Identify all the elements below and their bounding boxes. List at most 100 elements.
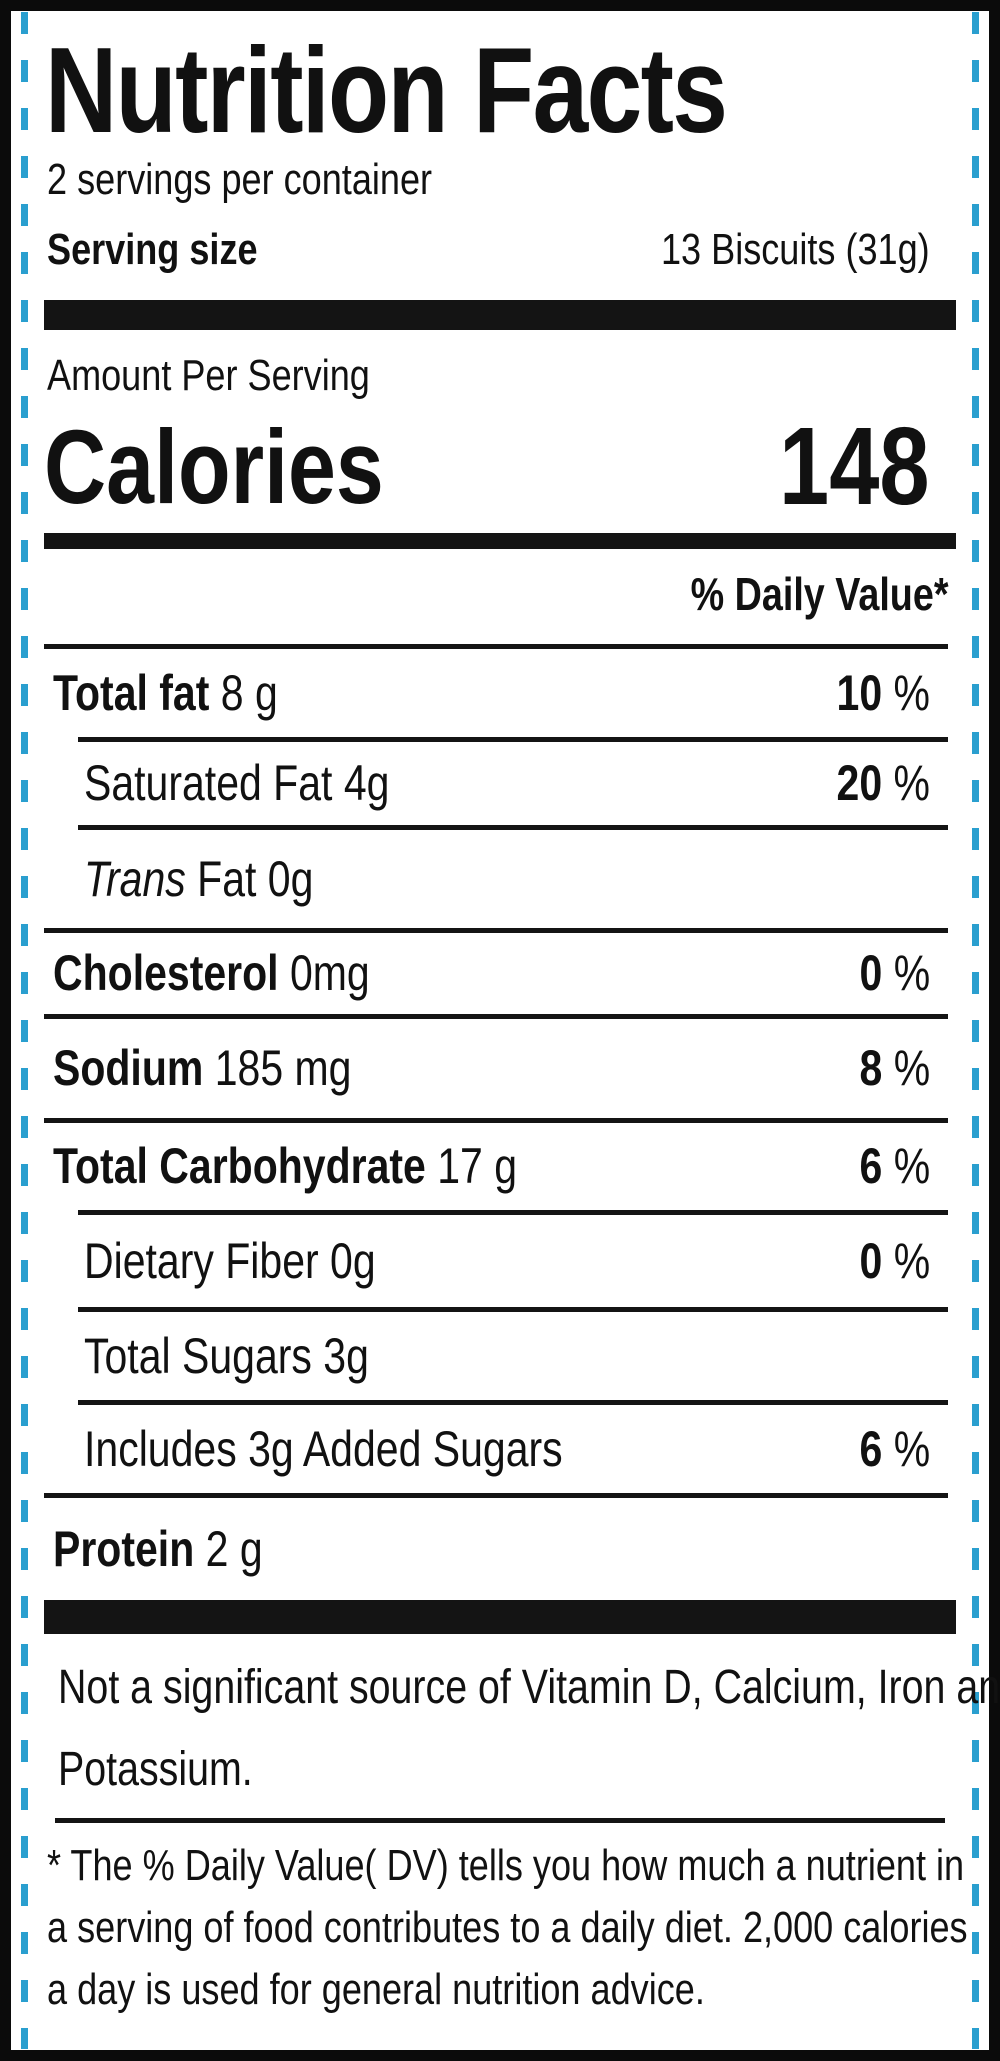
- servings-per-container: 2 servings per container: [47, 152, 517, 208]
- nutrient-row-rule: [44, 1493, 948, 1498]
- disclaimer-line-3: a day is used for general nutrition advi…: [47, 1960, 849, 2020]
- nutrient-pct-unit: %: [882, 1233, 930, 1289]
- nutrient-name-text: Dietary Fiber 0g: [84, 1233, 376, 1289]
- nutrient-name: Includes 3g Added Sugars: [84, 1419, 563, 1479]
- nutrient-amount: 17 g: [425, 1138, 518, 1194]
- nutrient-daily-value: 6 %: [844, 1419, 930, 1479]
- nutrient-amount: 2 g: [194, 1521, 263, 1577]
- footnote-line-1: Not a significant source of Vitamin D, C…: [58, 1656, 1000, 1720]
- nutrient-row-rule: [44, 644, 948, 649]
- nutrient-amount: 185 mg: [203, 1040, 352, 1096]
- disclaimer-line-1: * The % Daily Value( DV) tells you how m…: [47, 1836, 1000, 1896]
- nutrient-row-rule: [78, 1400, 948, 1405]
- nutrient-name-text: Total Carbohydrate: [53, 1138, 426, 1194]
- nutrient-row-rule: [44, 1014, 948, 1019]
- nutrient-row-label: Includes 3g Added Sugars: [84, 1419, 668, 1479]
- nutrient-name-text: Cholesterol: [53, 945, 279, 1001]
- nutrient-pct-unit: %: [882, 665, 930, 721]
- nutrient-name: Sodium 185 mg: [53, 1038, 351, 1098]
- nutrient-daily-value-text: 8 %: [859, 1038, 930, 1098]
- nutrient-amount: Fat 0g: [185, 851, 314, 907]
- nutrient-daily-value: 10 %: [816, 663, 930, 723]
- serving-size-value: 13 Biscuits (31g): [602, 222, 930, 278]
- serving-size-label-text: Serving size: [47, 225, 258, 274]
- nutrient-pct-number: 0: [859, 945, 883, 1001]
- label-title-text: Nutrition Facts: [45, 22, 728, 158]
- nutrient-row-label: Total Sugars 3g: [84, 1326, 431, 1386]
- right-dashed-border: [972, 12, 979, 2049]
- nutrient-row-rule: [78, 1307, 948, 1312]
- nutrient-daily-value: 0 %: [844, 1231, 930, 1291]
- nutrient-row-rule: [44, 928, 948, 933]
- nutrient-daily-value: 8 %: [844, 1038, 930, 1098]
- nutrient-name-text: Protein: [53, 1521, 195, 1577]
- calories-label: Calories: [44, 408, 458, 528]
- nutrient-daily-value-text: 0 %: [859, 943, 930, 1003]
- serving-size-label: Serving size: [47, 222, 304, 278]
- nutrient-row-rule: [78, 1210, 948, 1215]
- thick-divider-bottom: [44, 1600, 956, 1634]
- nutrient-name-text: Saturated Fat 4g: [84, 755, 390, 811]
- nutrient-pct-unit: %: [882, 1421, 930, 1477]
- nutrient-row-label: Sodium 185 mg: [53, 1038, 417, 1098]
- nutrient-amount: 0mg: [278, 945, 370, 1001]
- disclaimer-line-1-text: * The % Daily Value( DV) tells you how m…: [47, 1841, 965, 1890]
- left-dashed-border: [21, 12, 28, 2049]
- nutrient-row-rule: [78, 737, 948, 742]
- nutrient-name: Dietary Fiber 0g: [84, 1231, 376, 1291]
- nutrient-pct-number: 8: [859, 1040, 883, 1096]
- servings-per-container-text: 2 servings per container: [47, 155, 433, 204]
- nutrient-pct-number: 6: [859, 1421, 883, 1477]
- daily-value-header-text: % Daily Value*: [690, 568, 948, 620]
- nutrient-name-text: Trans: [84, 851, 186, 907]
- nutrient-row-rule: [78, 825, 948, 830]
- calories-value-text: 148: [779, 405, 930, 528]
- footnote-divider: [55, 1818, 945, 1823]
- medium-divider: [44, 533, 956, 549]
- nutrient-row-label: Cholesterol 0mg: [53, 943, 439, 1003]
- nutrient-name: Total Carbohydrate 17 g: [53, 1136, 517, 1196]
- nutrient-daily-value-text: 6 %: [859, 1419, 930, 1479]
- nutrient-daily-value-text: 6 %: [859, 1136, 930, 1196]
- nutrient-row-label: Trans Fat 0g: [84, 849, 364, 909]
- nutrient-pct-number: 20: [836, 755, 883, 811]
- nutrient-name-text: Sodium: [53, 1040, 204, 1096]
- calories-value: 148: [746, 405, 930, 529]
- nutrient-name: Protein 2 g: [53, 1519, 263, 1579]
- disclaimer-line-2: a serving of food contributes to a daily…: [47, 1898, 1000, 1958]
- amount-per-serving-text: Amount Per Serving: [47, 351, 370, 400]
- nutrient-name: Cholesterol 0mg: [53, 943, 370, 1003]
- nutrient-name: Trans Fat 0g: [84, 849, 313, 909]
- nutrient-row-label: Total fat 8 g: [53, 663, 327, 723]
- nutrient-name: Saturated Fat 4g: [84, 753, 389, 813]
- nutrient-name: Total Sugars 3g: [84, 1326, 369, 1386]
- nutrient-name: Total fat 8 g: [53, 663, 278, 723]
- nutrient-pct-number: 10: [836, 665, 883, 721]
- nutrient-row-label: Saturated Fat 4g: [84, 753, 456, 813]
- nutrient-daily-value: 0 %: [844, 943, 930, 1003]
- nutrient-daily-value: 6 %: [844, 1136, 930, 1196]
- label-title: Nutrition Facts: [45, 20, 876, 160]
- nutrient-row-label: Protein 2 g: [53, 1519, 309, 1579]
- nutrient-daily-value: 20 %: [816, 753, 930, 813]
- nutrient-pct-unit: %: [882, 755, 930, 811]
- nutrient-pct-unit: %: [882, 945, 930, 1001]
- nutrient-pct-number: 6: [859, 1138, 883, 1194]
- disclaimer-line-3-text: a day is used for general nutrition advi…: [47, 1965, 705, 2014]
- footnote-line-2: Potassium.: [58, 1738, 295, 1802]
- nutrient-amount: 8 g: [209, 665, 278, 721]
- nutrient-name-text: Includes 3g Added Sugars: [84, 1421, 563, 1477]
- nutrient-pct-number: 0: [859, 1233, 883, 1289]
- footnote-line-2-text: Potassium.: [58, 1743, 253, 1796]
- amount-per-serving: Amount Per Serving: [47, 348, 441, 404]
- nutrient-daily-value-text: 0 %: [859, 1231, 930, 1291]
- nutrient-row-label: Total Carbohydrate 17 g: [53, 1136, 619, 1196]
- thick-divider-top: [44, 300, 956, 330]
- nutrient-row-rule: [44, 1118, 948, 1123]
- footnote-line-1-text: Not a significant source of Vitamin D, C…: [58, 1661, 1000, 1714]
- disclaimer-line-2-text: a serving of food contributes to a daily…: [47, 1903, 968, 1952]
- daily-value-header: % Daily Value*: [634, 565, 948, 623]
- nutrient-row-label: Dietary Fiber 0g: [84, 1231, 440, 1291]
- nutrient-daily-value-text: 20 %: [837, 753, 930, 813]
